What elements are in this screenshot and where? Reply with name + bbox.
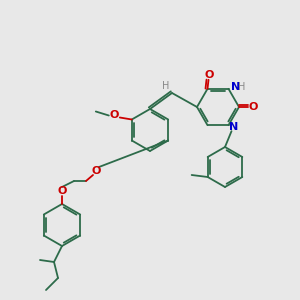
Text: O: O [57, 186, 67, 196]
Text: O: O [205, 70, 214, 80]
Text: H: H [238, 82, 245, 92]
Text: N: N [231, 82, 240, 92]
Text: O: O [109, 110, 119, 121]
Text: O: O [91, 166, 101, 176]
Text: H: H [162, 81, 170, 91]
Text: O: O [248, 102, 258, 112]
Text: N: N [229, 122, 238, 132]
